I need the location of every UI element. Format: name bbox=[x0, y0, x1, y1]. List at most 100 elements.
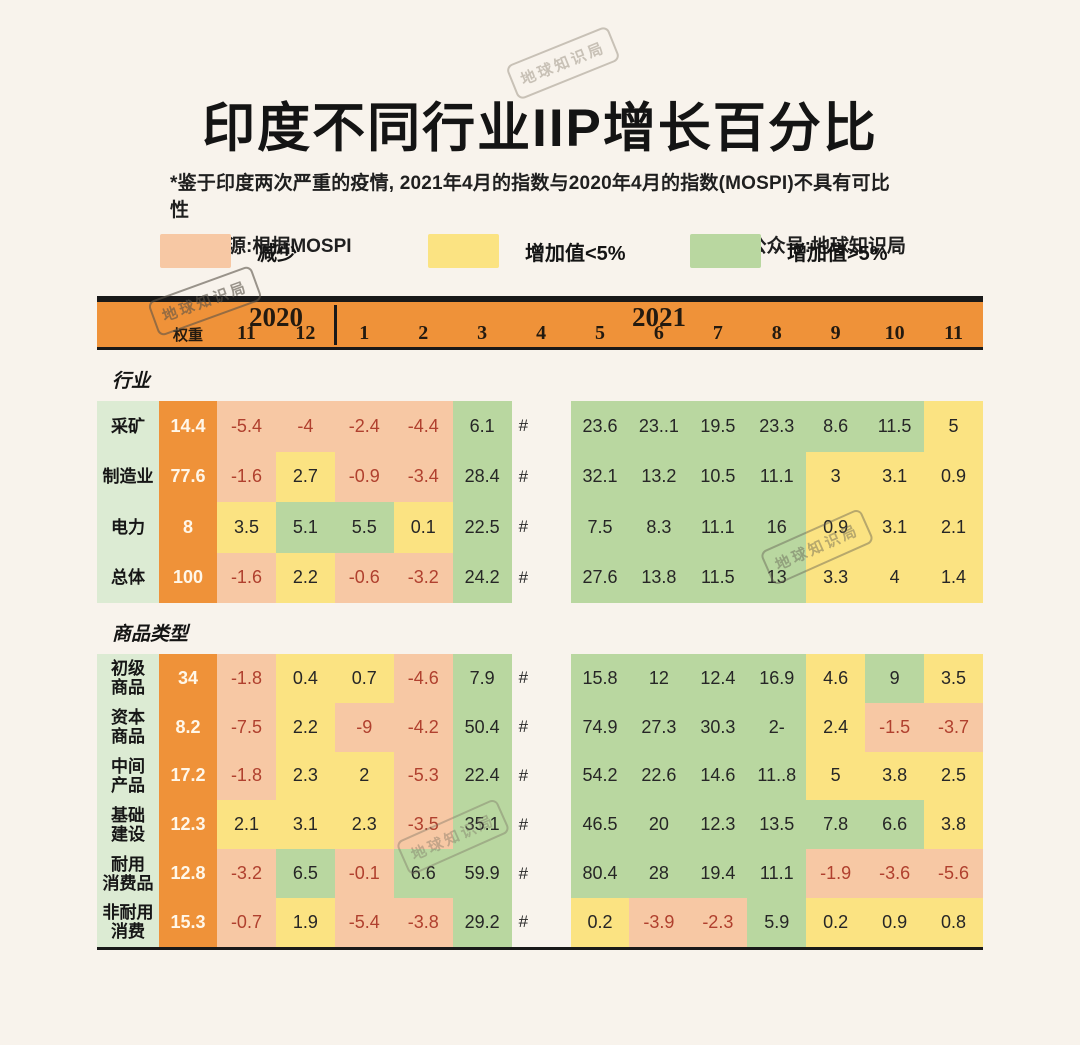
data-cell: 3.1 bbox=[865, 502, 925, 553]
data-cell: 2.7 bbox=[275, 451, 335, 502]
weight-cell: 15.3 bbox=[159, 897, 217, 947]
legend-item-decrease: 减少 bbox=[160, 234, 297, 268]
data-cell: # bbox=[518, 517, 529, 537]
data-cell: 2.1 bbox=[924, 502, 983, 553]
data-cell: -0.9 bbox=[334, 451, 394, 502]
row-label: 电力 bbox=[97, 502, 159, 553]
data-cell: 12.4 bbox=[688, 654, 748, 703]
data-cell: 32.1 bbox=[570, 451, 630, 502]
data-cell: 2- bbox=[747, 702, 807, 752]
row-label: 基础 建设 bbox=[97, 800, 159, 850]
month-label: 9 bbox=[830, 322, 841, 344]
data-cell: 54.2 bbox=[570, 751, 630, 801]
data-cell: # bbox=[518, 717, 529, 737]
month-label: 5 bbox=[594, 322, 605, 344]
month-label: 11 bbox=[237, 322, 256, 344]
month-label: 7 bbox=[712, 322, 723, 344]
data-cell: 11.5 bbox=[688, 552, 748, 603]
data-cell: 2.3 bbox=[275, 751, 335, 801]
data-cell: -0.1 bbox=[334, 849, 394, 898]
data-cell: 0.9 bbox=[806, 502, 866, 553]
data-cell: 3.5 bbox=[217, 502, 276, 553]
year-2021: 2021 bbox=[632, 302, 686, 332]
data-cell: 50.4 bbox=[452, 702, 512, 752]
weight-cell: 12.8 bbox=[159, 849, 217, 898]
month-label: 11 bbox=[944, 322, 963, 344]
data-cell: 5 bbox=[924, 401, 983, 452]
data-cell: 20 bbox=[629, 800, 689, 850]
legend-item-increase-gt5: 增加值>5% bbox=[690, 234, 888, 268]
data-cell: # bbox=[518, 765, 529, 785]
data-cell: 0.9 bbox=[924, 451, 983, 502]
data-cell: -1.6 bbox=[217, 451, 276, 502]
year-2020: 2020 bbox=[249, 302, 303, 332]
data-cell: 4.6 bbox=[806, 654, 866, 703]
data-cell: 27.6 bbox=[570, 552, 630, 603]
data-cell: -4.2 bbox=[393, 702, 453, 752]
data-cell: 12.3 bbox=[688, 800, 748, 850]
month-label: 2 bbox=[418, 322, 429, 344]
header-spacer bbox=[97, 322, 159, 347]
data-cell: -3.8 bbox=[393, 897, 453, 947]
header-underline bbox=[97, 347, 983, 350]
section-title: 行业 bbox=[112, 371, 151, 392]
data-cell: -4.6 bbox=[393, 654, 453, 703]
data-cell: # bbox=[518, 466, 529, 486]
data-cell: -1.5 bbox=[865, 702, 925, 752]
data-cell: 6.6 bbox=[393, 849, 453, 898]
data-cell: -4.4 bbox=[393, 401, 453, 452]
legend-item-increase-lt5: 增加值<5% bbox=[428, 234, 626, 268]
data-cell: 22.5 bbox=[452, 502, 512, 553]
page-title: 印度不同行业IIP增长百分比 bbox=[202, 99, 878, 158]
data-cell: 27.3 bbox=[629, 702, 689, 752]
month-header-row: 权重 11 12 1 2 3 4 5 6 7 8 9 10 11 bbox=[97, 322, 983, 347]
data-cell: # bbox=[518, 668, 529, 688]
data-cell: -1.8 bbox=[217, 654, 276, 703]
data-cell: 11.1 bbox=[747, 451, 807, 502]
month-label: 12 bbox=[295, 322, 316, 344]
data-cell: 16.9 bbox=[747, 654, 807, 703]
section-grid: 采矿 14.4 -5.4 -4 -2.4 -4.4 6.1 #23.6 23..1 19.5 23.… bbox=[97, 401, 983, 603]
data-cell: 5.5 bbox=[334, 502, 394, 553]
data-cell: 10.5 bbox=[688, 451, 748, 502]
data-cell: 28 bbox=[629, 849, 689, 898]
weight-cell: 8.2 bbox=[159, 702, 217, 752]
data-cell: 3 bbox=[806, 451, 866, 502]
top-bar bbox=[97, 296, 983, 302]
data-cell: 2.1 bbox=[217, 800, 276, 850]
data-cell: 80.4 bbox=[570, 849, 630, 898]
data-cell: 2.2 bbox=[275, 702, 335, 752]
weight-header: 权重 bbox=[172, 327, 203, 344]
row-label: 资本 商品 bbox=[97, 702, 159, 752]
row-label: 初级 商品 bbox=[97, 654, 159, 703]
data-cell: 3.1 bbox=[275, 800, 335, 850]
iip-table: 2020 2021 权重 11 12 1 2 3 4 5 6 7 8 9 10 11 行业 采矿 14.4 -5… bbox=[97, 296, 983, 950]
data-cell: 6.1 bbox=[452, 401, 512, 452]
table-header: 2020 2021 权重 11 12 1 2 3 4 5 6 7 8 9 10 11 bbox=[97, 302, 983, 347]
account-name: 公众号:地球知识局 bbox=[747, 236, 906, 257]
data-cell: 46.5 bbox=[570, 800, 630, 850]
data-cell: 3.8 bbox=[924, 800, 983, 850]
data-cell: 6.5 bbox=[275, 849, 335, 898]
data-cell: 13.8 bbox=[629, 552, 689, 603]
data-cell: 3.5 bbox=[924, 654, 983, 703]
data-cell: 11.5 bbox=[865, 401, 925, 452]
data-cell: -3.7 bbox=[924, 702, 983, 752]
data-cell: 11.1 bbox=[747, 849, 807, 898]
data-cell: 13.5 bbox=[747, 800, 807, 850]
data-cell: 13.2 bbox=[629, 451, 689, 502]
data-cell: 22.4 bbox=[452, 751, 512, 801]
data-cell: -3.2 bbox=[217, 849, 276, 898]
data-cell: 3.3 bbox=[806, 552, 866, 603]
data-cell: 24.2 bbox=[452, 552, 512, 603]
data-cell: 8.3 bbox=[629, 502, 689, 553]
data-cell: 2.4 bbox=[806, 702, 866, 752]
month-label: 8 bbox=[771, 322, 782, 344]
weight-cell: 34 bbox=[159, 654, 217, 703]
data-cell: -4 bbox=[275, 401, 335, 452]
data-cell: # bbox=[518, 567, 529, 587]
data-cell: 19.5 bbox=[688, 401, 748, 452]
data-cell: 22.6 bbox=[629, 751, 689, 801]
data-cell: # bbox=[518, 814, 529, 834]
data-cell: -1.9 bbox=[806, 849, 866, 898]
